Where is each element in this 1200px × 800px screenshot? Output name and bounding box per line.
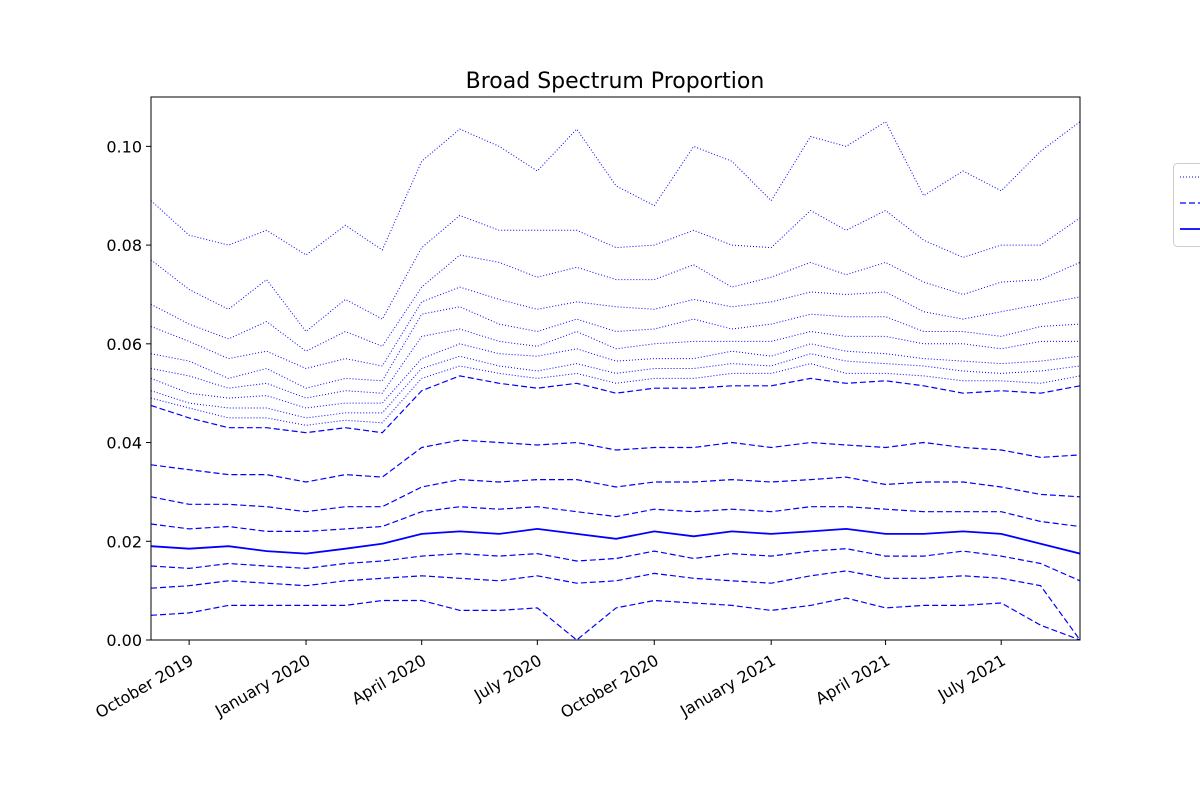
y-tick-label: 0.00 [106, 631, 142, 650]
series-line-13 [151, 506, 1080, 533]
legend-box [1173, 163, 1200, 247]
series-line-7 [151, 343, 1080, 409]
series-line-5 [151, 306, 1080, 389]
y-tick-label: 0.04 [106, 434, 142, 453]
series-line-16 [151, 570, 1080, 641]
plot-area [151, 120, 1080, 641]
y-tick-label: 0.06 [106, 335, 142, 354]
series-line-1 [151, 120, 1080, 256]
y-tick-label: 0.02 [106, 532, 142, 551]
x-tick-label: January 2020 [211, 651, 314, 721]
x-tick-label: July 2021 [934, 651, 1009, 705]
series-line-17 [151, 597, 1080, 641]
x-tick-label: October 2019 [92, 651, 197, 722]
legend [1173, 163, 1200, 247]
y-tick-label: 0.10 [106, 137, 142, 156]
series-line-6 [151, 328, 1080, 399]
y-tick-label: 0.08 [106, 236, 142, 255]
series-line-3 [151, 254, 1080, 352]
x-tick-label: October 2020 [557, 651, 662, 722]
chart-title: Broad Spectrum Proportion [466, 69, 765, 94]
series-line-9 [151, 363, 1080, 426]
series-line-14 [151, 527, 1080, 555]
series-line-4 [151, 286, 1080, 370]
series-line-2 [151, 209, 1080, 333]
x-tick-label: April 2021 [812, 651, 893, 709]
series-line-10 [151, 375, 1080, 434]
series-line-12 [151, 476, 1080, 513]
x-tick-label: January 2021 [676, 651, 779, 721]
x-tick-label: April 2020 [348, 651, 429, 709]
x-tick-label: July 2020 [470, 651, 545, 705]
series-line-8 [151, 353, 1080, 419]
series-line-11 [151, 439, 1080, 483]
series-line-15 [151, 548, 1080, 582]
axes-frame [150, 96, 1081, 641]
